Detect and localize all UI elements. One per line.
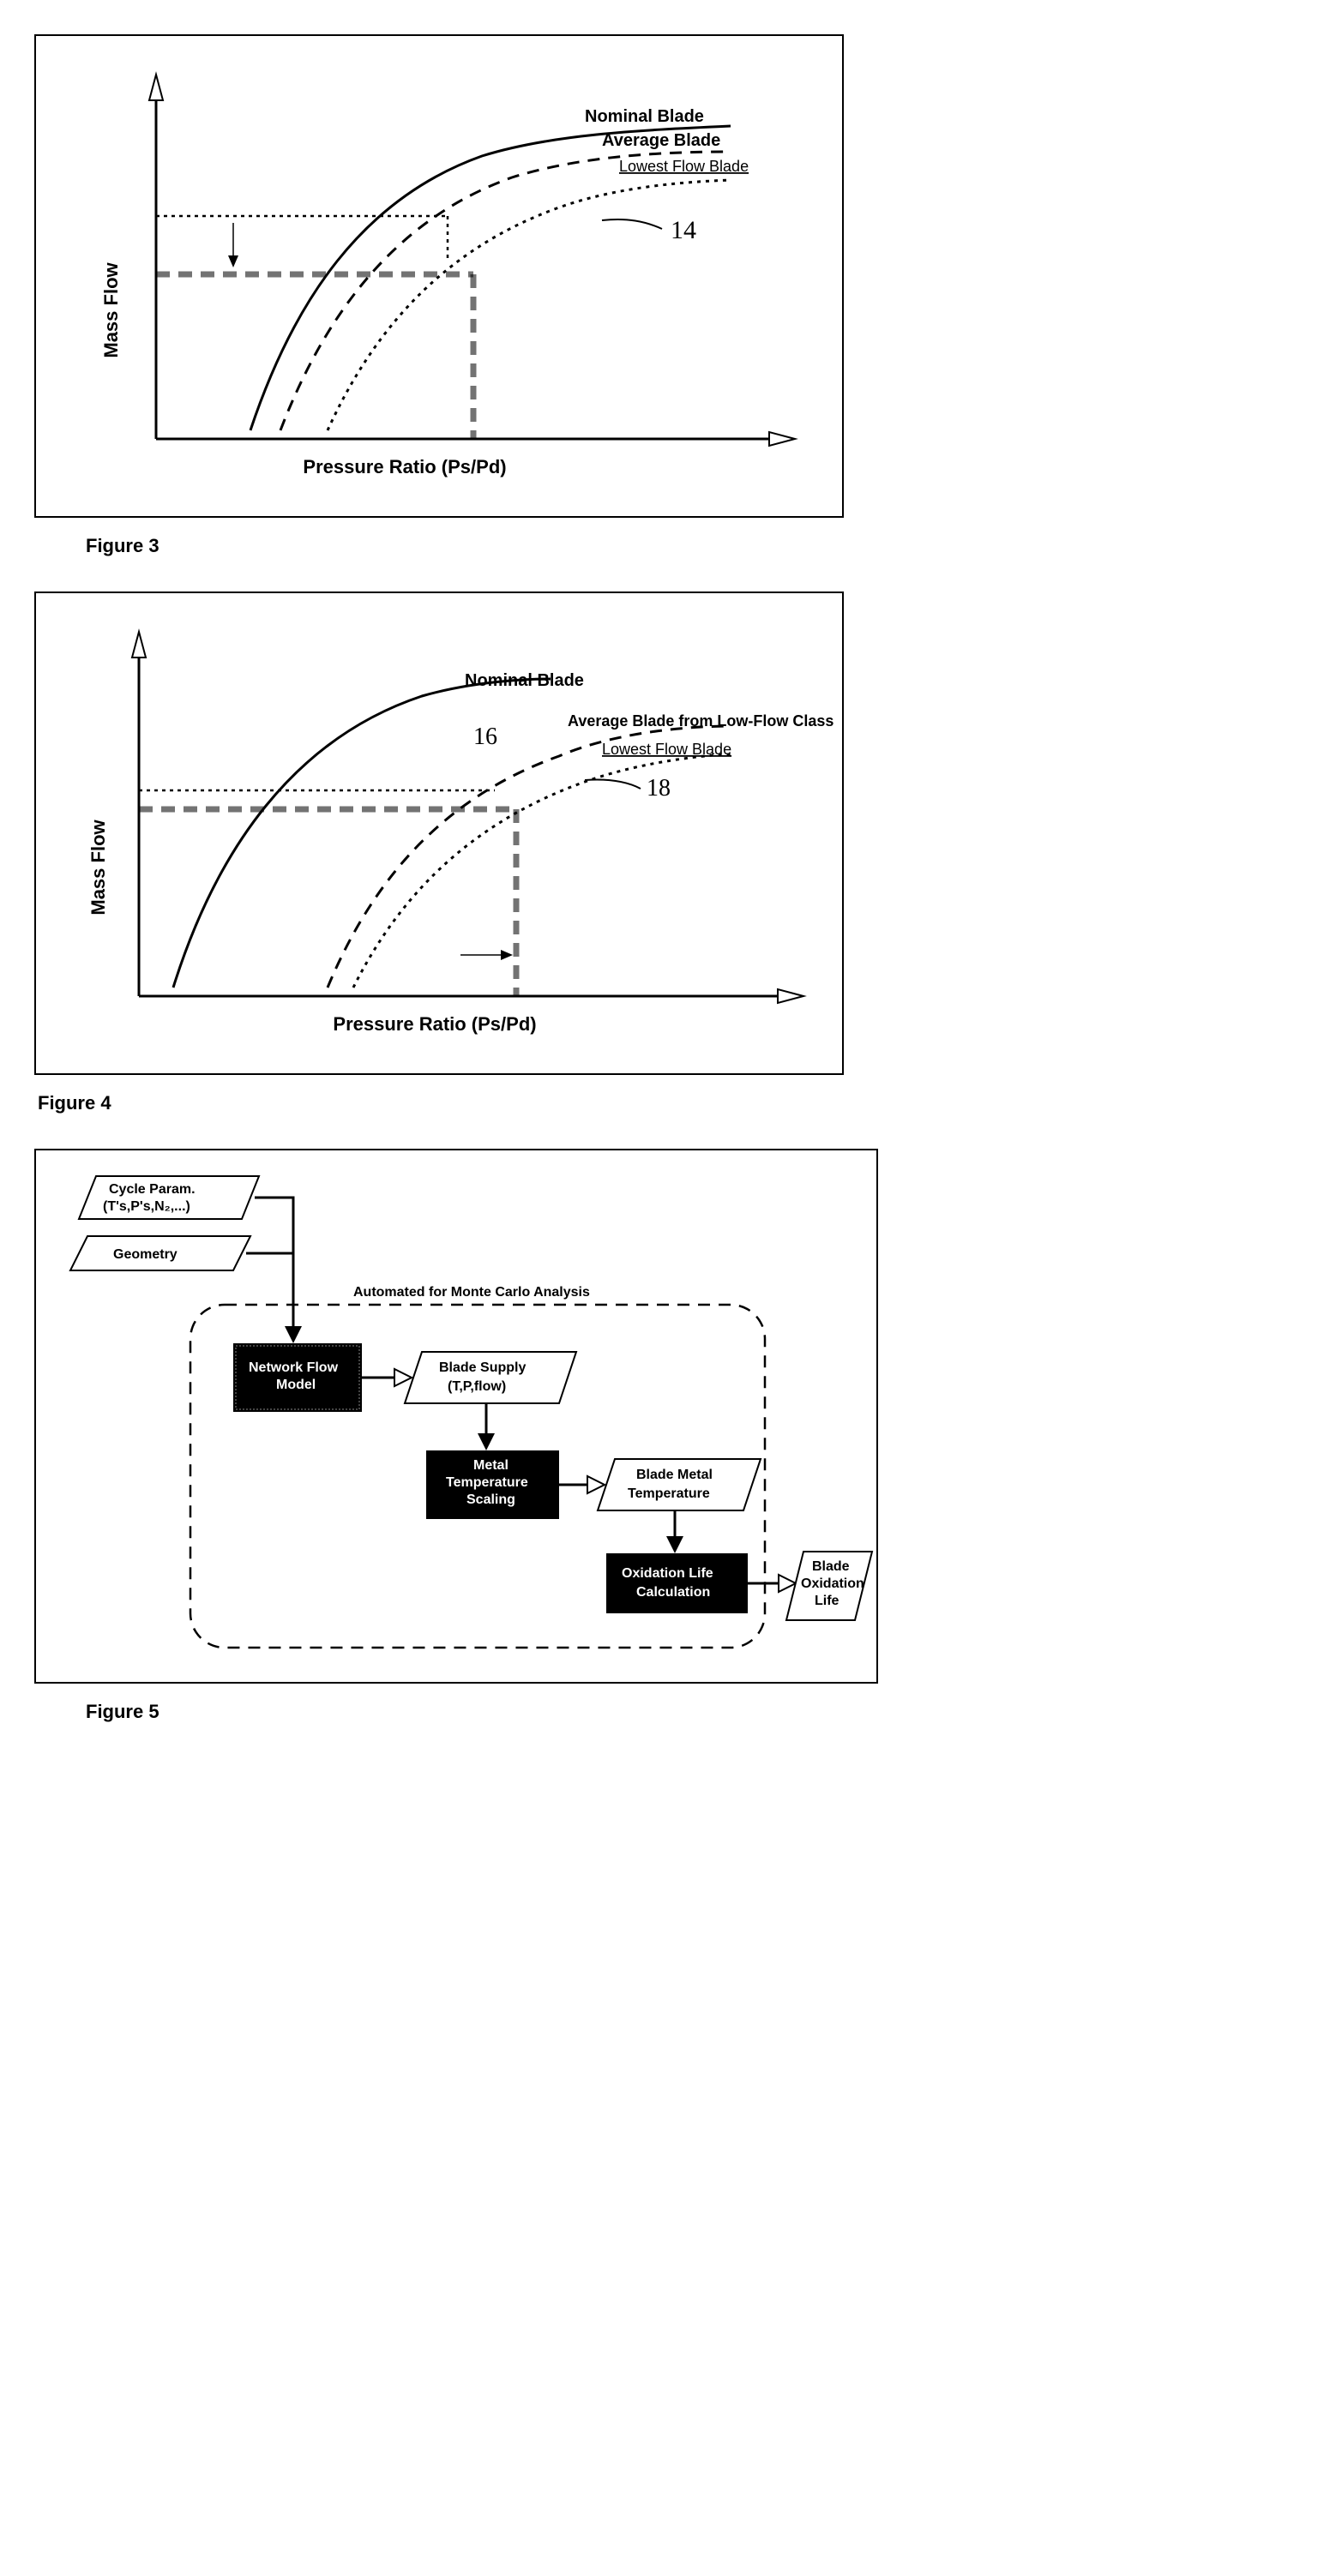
label-average-low: Average Blade from Low-Flow Class bbox=[568, 712, 833, 730]
figure-4-panel: Nominal Blade Average Blade from Low-Flo… bbox=[34, 591, 844, 1075]
node-blade-metal-temp bbox=[598, 1459, 761, 1510]
annotation-14: 14 bbox=[671, 216, 696, 244]
node-supply-line1: Blade Supply bbox=[439, 1360, 526, 1375]
series-average-low bbox=[328, 726, 731, 988]
node-metal-line1: Metal bbox=[473, 1458, 509, 1473]
node-oxout-line1: Blade bbox=[812, 1559, 850, 1574]
y-axis-arrow bbox=[149, 75, 163, 100]
edge-metal-to-bmetal-head bbox=[587, 1476, 605, 1493]
monte-carlo-label: Automated for Monte Carlo Analysis bbox=[353, 1285, 590, 1300]
annotation-14-leader bbox=[602, 219, 662, 229]
pr-shift-arrow-head bbox=[501, 950, 513, 960]
series-average bbox=[280, 152, 731, 430]
edge-bmetal-to-oxcalc-head bbox=[666, 1536, 683, 1553]
massflow-drop-arrow-head bbox=[228, 255, 238, 267]
figure-5-caption: Figure 5 bbox=[86, 1701, 1308, 1723]
edge-supply-to-metal-head bbox=[478, 1433, 495, 1450]
label-lowest: Lowest Flow Blade bbox=[619, 158, 749, 175]
node-network-line1: Network Flow bbox=[249, 1360, 339, 1375]
y-axis-arrow bbox=[132, 632, 146, 658]
ylabel: Mass Flow bbox=[87, 819, 109, 915]
xlabel: Pressure Ratio (Ps/Pd) bbox=[333, 1013, 536, 1035]
x-axis-arrow bbox=[769, 432, 795, 446]
edge-network-to-supply-head bbox=[394, 1369, 412, 1386]
figure-4-caption: Figure 4 bbox=[38, 1092, 1308, 1114]
node-oxcalc-line2: Calculation bbox=[636, 1585, 710, 1600]
label-average: Average Blade bbox=[602, 131, 720, 150]
figure-3-chart: 14 Nominal Blade Average Blade Lowest Fl… bbox=[36, 36, 842, 516]
figure-5-panel: Cycle Param. (T's,P's,N₂,...) Geometry A… bbox=[34, 1149, 878, 1684]
label-nominal: Nominal Blade bbox=[465, 671, 584, 690]
figure-3-panel: 14 Nominal Blade Average Blade Lowest Fl… bbox=[34, 34, 844, 518]
input-geometry-line1: Geometry bbox=[113, 1247, 178, 1262]
node-supply-line2: (T,P,flow) bbox=[448, 1379, 506, 1394]
edge-cycle-to-network bbox=[255, 1198, 293, 1330]
annotation-18-leader bbox=[585, 779, 641, 789]
input-cycle-line2: (T's,P's,N₂,...) bbox=[103, 1199, 190, 1214]
node-metal-line2: Temperature bbox=[446, 1475, 528, 1490]
node-metal-line3: Scaling bbox=[466, 1492, 515, 1507]
annotation-16: 16 bbox=[473, 724, 497, 750]
node-oxout-line3: Life bbox=[815, 1594, 840, 1608]
x-axis-arrow bbox=[778, 989, 803, 1003]
node-blade-supply bbox=[405, 1352, 576, 1403]
label-nominal: Nominal Blade bbox=[585, 107, 704, 126]
node-bmetal-line2: Temperature bbox=[628, 1486, 710, 1501]
figure-4-chart: Nominal Blade Average Blade from Low-Flo… bbox=[36, 593, 842, 1073]
node-oxcalc-line1: Oxidation Life bbox=[622, 1566, 713, 1581]
ylabel: Mass Flow bbox=[100, 261, 122, 357]
input-cycle-line1: Cycle Param. bbox=[109, 1182, 196, 1197]
edge-into-network-head bbox=[285, 1326, 302, 1343]
annotation-18: 18 bbox=[647, 775, 671, 802]
xlabel: Pressure Ratio (Ps/Pd) bbox=[303, 456, 506, 477]
figure-5-flowchart: Cycle Param. (T's,P's,N₂,...) Geometry A… bbox=[36, 1150, 876, 1682]
figure-3-caption: Figure 3 bbox=[86, 535, 1308, 557]
label-lowest: Lowest Flow Blade bbox=[602, 741, 731, 758]
node-bmetal-line1: Blade Metal bbox=[636, 1468, 713, 1482]
node-oxout-line2: Oxidation bbox=[801, 1576, 864, 1591]
node-oxidation-calc bbox=[606, 1553, 748, 1613]
node-network-line2: Model bbox=[276, 1378, 316, 1392]
